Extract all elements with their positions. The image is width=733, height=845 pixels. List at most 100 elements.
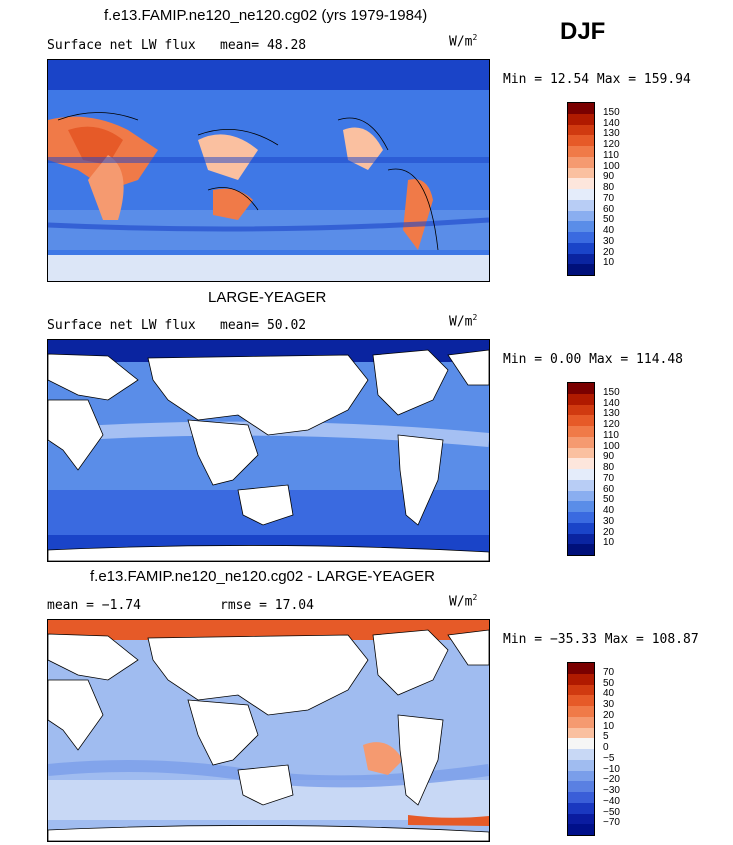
panel2-colorbar [567,382,595,556]
colorbar-tick-label: 60 [603,203,615,215]
colorbar-swatch [568,802,594,814]
colorbar-tick-label: 5 [603,731,609,743]
colorbar-tick-label: 70 [603,472,615,484]
colorbar-tick-label: 130 [603,408,620,420]
colorbar-swatch [568,426,594,437]
colorbar-tick-label: −40 [603,795,620,807]
colorbar-tick-label: 20 [603,709,615,721]
panel3-colorbar [567,662,595,836]
colorbar-swatch [568,242,594,254]
panel1-title: f.e13.FAMIP.ne120_ne120.cg02 (yrs 1979-1… [104,7,428,24]
colorbar-tick-label: 50 [603,494,615,506]
colorbar-swatch [568,124,594,136]
colorbar-swatch [568,383,594,394]
colorbar-tick-label: 100 [603,440,620,452]
colorbar-tick-label: −30 [603,785,620,796]
colorbar-tick-label: 40 [603,688,615,700]
panel3-minmax: Min = −35.33 Max = 108.87 [503,632,699,647]
panel2-title: LARGE-YEAGER [208,289,327,306]
panel3-mean: mean = −1.74 [47,598,141,613]
panel2-units: W/m2 [449,313,478,330]
colorbar-swatch [568,264,594,275]
colorbar-swatch [568,695,594,706]
colorbar-swatch [568,512,594,523]
colorbar-tick-label: 70 [603,192,615,204]
colorbar-tick-label: 60 [603,483,615,495]
colorbar-swatch [568,199,594,211]
panel1-variable-label: Surface net LW flux [47,38,196,53]
panel1-mean: mean= 48.28 [220,38,307,53]
colorbar-swatch [568,727,594,739]
colorbar-swatch [568,447,594,459]
season-label: DJF [560,18,606,45]
panel1-map-field [48,60,489,281]
colorbar-swatch [568,706,594,717]
colorbar-tick-label: 50 [603,214,615,226]
colorbar-tick-label: 30 [603,515,615,527]
colorbar-swatch [568,813,594,825]
colorbar-tick-label: 130 [603,128,620,140]
colorbar-swatch [568,469,594,480]
colorbar-tick-label: −5 [603,752,615,764]
colorbar-tick-label: 90 [603,451,615,463]
colorbar-tick-label: −70 [603,817,620,829]
colorbar-tick-label: −50 [603,806,620,818]
colorbar-swatch [568,759,594,771]
colorbar-tick-label: 20 [603,246,615,258]
colorbar-tick-label: 10 [603,537,615,549]
panel2-mean: mean= 50.02 [220,318,307,333]
colorbar-swatch [568,393,594,405]
colorbar-swatch [568,404,594,416]
panel3-map-field [48,620,489,841]
colorbar-swatch [568,103,594,114]
colorbar-tick-label: 140 [603,397,620,409]
colorbar-swatch [568,673,594,685]
colorbar-tick-label: 150 [603,106,620,118]
colorbar-swatch [568,221,594,232]
panel1-colorbar [567,102,595,276]
colorbar-swatch [568,436,594,448]
colorbar-swatch [568,253,594,265]
colorbar-tick-label: 40 [603,225,615,236]
colorbar-swatch [568,770,594,782]
colorbar-swatch [568,781,594,792]
colorbar-swatch [568,232,594,243]
panel1-minmax: Min = 12.54 Max = 159.94 [503,72,691,87]
colorbar-swatch [568,458,594,469]
colorbar-tick-label: 110 [603,149,619,161]
colorbar-swatch [568,663,594,674]
colorbar-tick-label: 100 [603,160,620,172]
colorbar-swatch [568,738,594,749]
colorbar-swatch [568,113,594,125]
colorbar-tick-label: 10 [603,257,615,269]
colorbar-swatch [568,533,594,545]
panel3-units: W/m2 [449,593,478,610]
colorbar-tick-label: 30 [603,699,615,710]
colorbar-tick-label: 30 [603,235,615,247]
colorbar-swatch [568,544,594,555]
colorbar-tick-label: 40 [603,505,615,516]
panel1-map [47,59,490,282]
colorbar-tick-label: 20 [603,526,615,538]
colorbar-tick-label: 80 [603,462,615,473]
colorbar-swatch [568,167,594,179]
colorbar-tick-label: 70 [603,666,615,678]
colorbar-swatch [568,522,594,534]
colorbar-swatch [568,824,594,835]
colorbar-swatch [568,749,594,760]
colorbar-swatch [568,501,594,512]
panel3-rmse: rmse = 17.04 [220,598,314,613]
colorbar-swatch [568,135,594,146]
panel3-title: f.e13.FAMIP.ne120_ne120.cg02 - LARGE-YEA… [90,568,435,585]
panel2-variable-label: Surface net LW flux [47,318,196,333]
colorbar-tick-label: 120 [603,419,620,430]
panel2-map-field [48,340,489,561]
colorbar-tick-label: 90 [603,171,615,183]
colorbar-swatch [568,189,594,200]
panel2-minmax: Min = 0.00 Max = 114.48 [503,352,684,367]
colorbar-swatch [568,490,594,502]
colorbar-tick-label: −20 [603,774,620,786]
colorbar-swatch [568,415,594,426]
panel3-map [47,619,490,842]
colorbar-tick-label: 120 [603,139,620,150]
